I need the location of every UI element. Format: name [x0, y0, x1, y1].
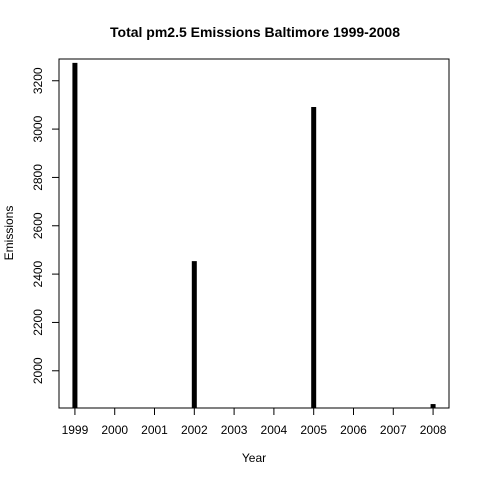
chart-title: Total pm2.5 Emissions Baltimore 1999-200… — [110, 24, 400, 40]
x-tick-label-2005: 2005 — [300, 423, 327, 437]
plot-frame — [58, 58, 450, 409]
y-tick-label-2200: 2200 — [31, 309, 45, 336]
y-tick-label-3200: 3200 — [31, 67, 45, 94]
x-tick-label-2000: 2000 — [101, 423, 128, 437]
x-tick-label-2003: 2003 — [221, 423, 248, 437]
y-tick-label-2400: 2400 — [31, 260, 45, 287]
x-tick-label-2008: 2008 — [420, 423, 447, 437]
x-tick-label-1999: 1999 — [62, 423, 89, 437]
x-tick-label-2004: 2004 — [261, 423, 288, 437]
x-tick-label-2007: 2007 — [380, 423, 407, 437]
y-tick-label-2000: 2000 — [31, 357, 45, 384]
y-tick-label-3000: 3000 — [31, 115, 45, 142]
y-tick-label-2800: 2800 — [31, 164, 45, 191]
x-tick-label-2001: 2001 — [141, 423, 168, 437]
x-axis-label: Year — [242, 451, 266, 465]
x-tick-label-2006: 2006 — [340, 423, 367, 437]
y-tick-label-2600: 2600 — [31, 212, 45, 239]
y-axis-label: Emissions — [2, 206, 16, 261]
x-axis: 1999 2000 2001 2002 2003 2004 2005 2006 2007 2008 — [62, 407, 447, 437]
x-tick-label-2002: 2002 — [181, 423, 208, 437]
y-axis: 2000 2200 2400 2600 2800 3000 3200 — [31, 67, 60, 384]
bars-group — [72, 62, 436, 408]
